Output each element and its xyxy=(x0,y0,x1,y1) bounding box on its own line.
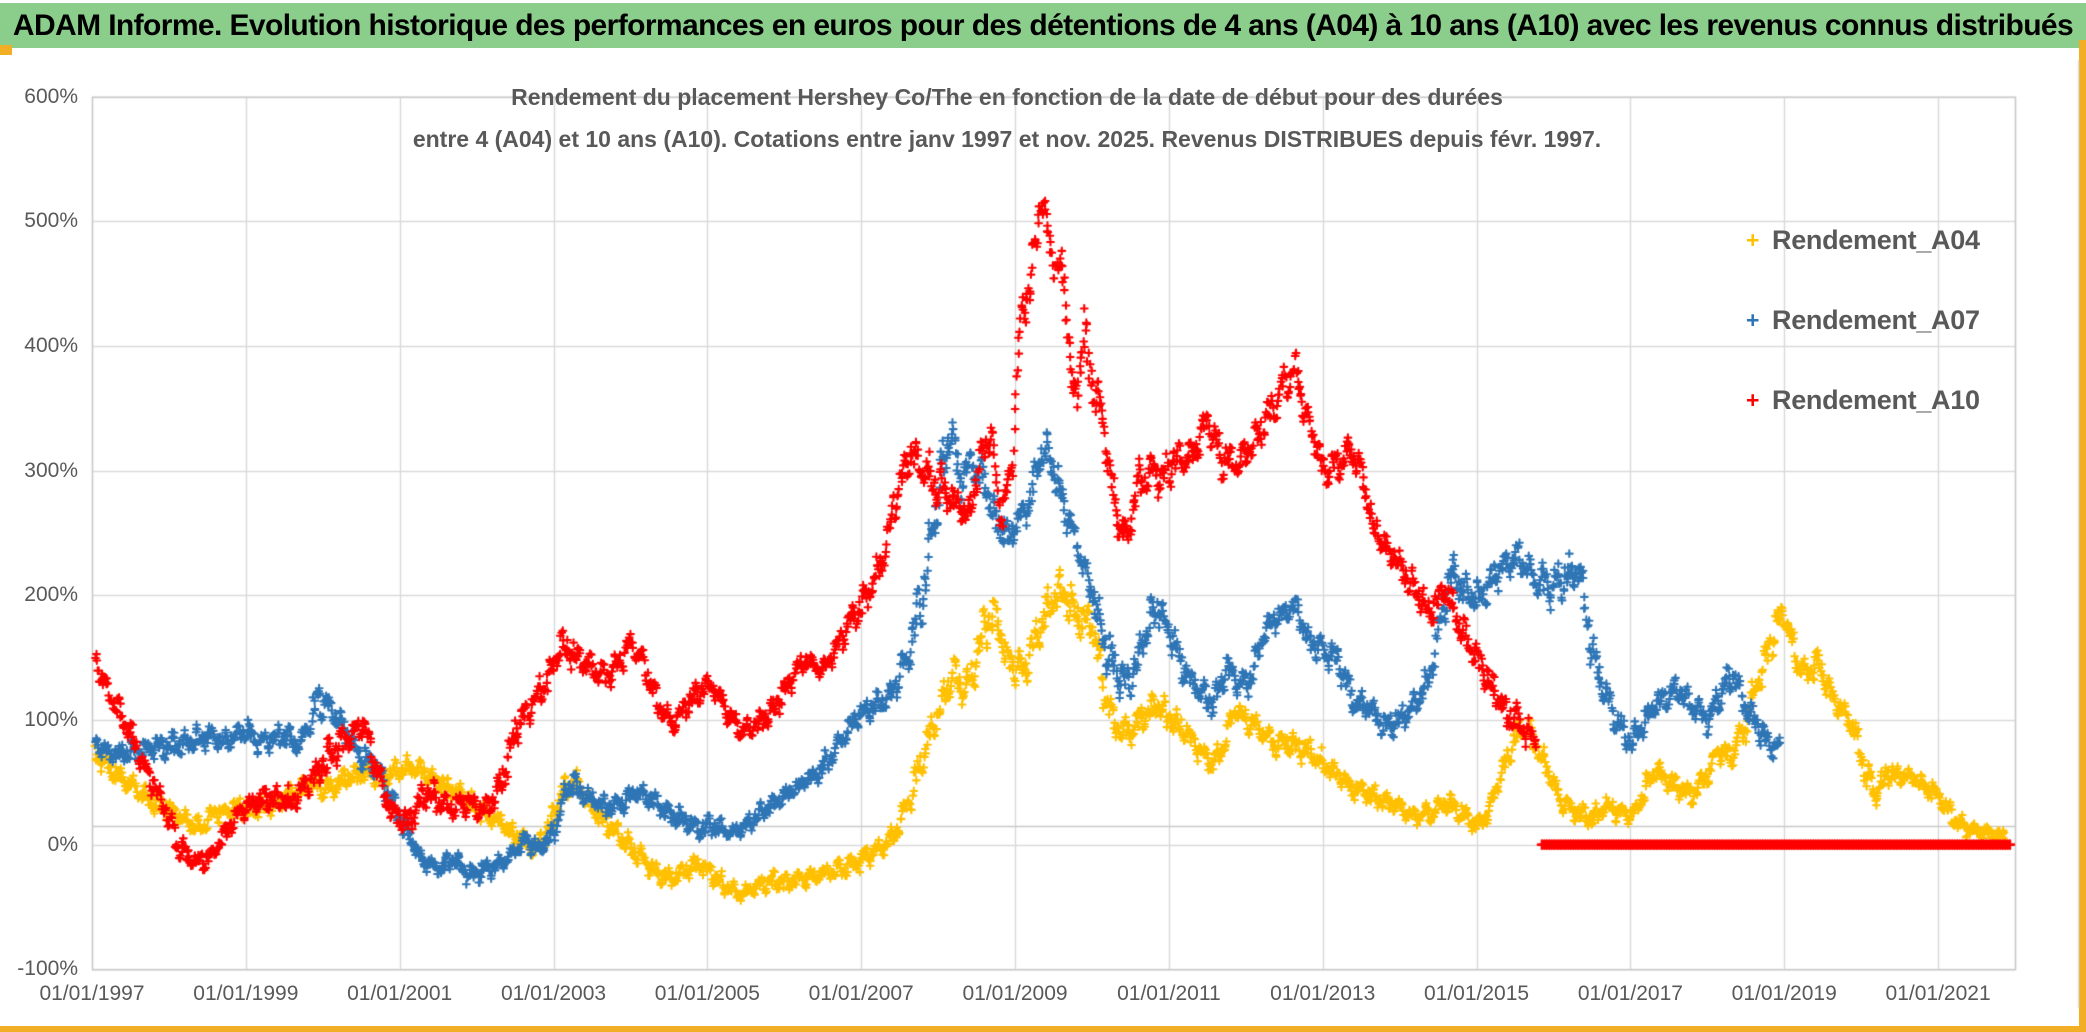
x-axis-label: 01/01/1999 xyxy=(193,982,299,1005)
y-axis-label: 0% xyxy=(47,832,78,856)
legend: + Rendement_A04 + Rendement_A07 + Rendement_A… xyxy=(1746,200,1980,440)
y-axis-label: 400% xyxy=(24,334,78,357)
plus-marker-icon: + xyxy=(1746,306,1760,333)
x-axis-label: 01/01/2009 xyxy=(962,982,1068,1005)
y-axis-label: 500% xyxy=(24,209,78,233)
chart-title-line1: Rendement du placement Hershey Co/The en… xyxy=(511,84,1503,110)
legend-item-rendement_a10[interactable]: + Rendement_A10 xyxy=(1746,360,1980,440)
x-axis-label: 01/01/2005 xyxy=(654,982,760,1005)
y-axis-label: 200% xyxy=(24,583,78,607)
legend-label: Rendement_A04 xyxy=(1772,224,1980,255)
x-axis-label: 01/01/2003 xyxy=(500,982,607,1005)
legend-label: Rendement_A07 xyxy=(1772,304,1980,335)
legend-item-rendement_a07[interactable]: + Rendement_A07 xyxy=(1746,280,1980,360)
x-axis-label: 01/01/2021 xyxy=(1885,982,1991,1005)
y-axis-label: 100% xyxy=(24,707,78,731)
y-axis-label: -100% xyxy=(17,957,78,981)
x-axis-label: 01/01/2007 xyxy=(808,982,914,1005)
x-axis-label: 01/01/1997 xyxy=(39,982,145,1005)
x-axis-label: 01/01/2019 xyxy=(1731,982,1837,1005)
y-axis-label: 300% xyxy=(24,458,78,482)
plus-marker-icon: + xyxy=(1746,226,1760,253)
x-axis-label: 01/01/2013 xyxy=(1270,982,1376,1005)
plus-marker-icon: + xyxy=(1746,386,1760,413)
x-axis-label: 01/01/2011 xyxy=(1117,982,1221,1005)
y-axis-label: 600% xyxy=(24,84,78,108)
x-axis-label: 01/01/2017 xyxy=(1577,982,1683,1005)
legend-item-rendement_a04[interactable]: + Rendement_A04 xyxy=(1746,200,1980,280)
chart-title-line2: entre 4 (A04) et 10 ans (A10). Cotations… xyxy=(412,126,1602,152)
x-axis-label: 01/01/2001 xyxy=(347,982,453,1005)
x-axis-label: 01/01/2015 xyxy=(1423,982,1530,1005)
legend-label: Rendement_A10 xyxy=(1772,384,1980,415)
